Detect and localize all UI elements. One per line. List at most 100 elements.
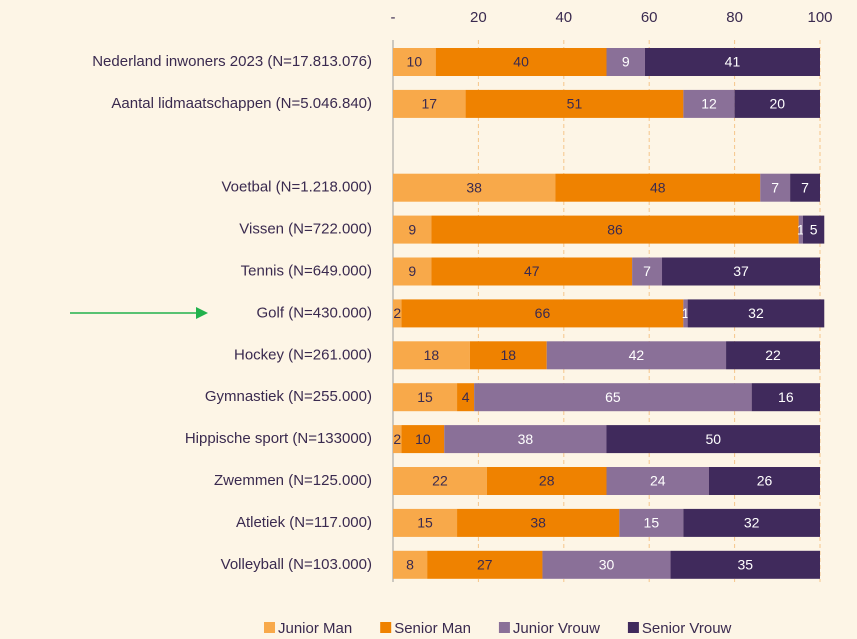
value-label: 18 xyxy=(424,347,440,363)
value-label: 30 xyxy=(599,557,615,573)
bar-segment xyxy=(683,508,820,537)
bar-segment xyxy=(632,257,663,286)
y-tick-label: Golf (N=430.000) xyxy=(257,304,372,321)
bar-segment xyxy=(474,383,752,412)
value-label: 20 xyxy=(770,96,786,112)
value-label: 7 xyxy=(643,263,651,279)
bar-segment xyxy=(393,508,458,537)
bar-segment xyxy=(393,299,402,328)
value-label: 16 xyxy=(778,389,794,405)
value-label: 35 xyxy=(737,557,753,573)
bar-segment xyxy=(435,48,607,76)
x-tick-label: 40 xyxy=(555,9,572,26)
x-tick-label: 80 xyxy=(726,9,743,26)
legend-swatch xyxy=(498,622,510,633)
value-label: 51 xyxy=(567,96,583,112)
value-label: 7 xyxy=(771,179,779,195)
bar-segment xyxy=(393,467,487,495)
legend-label: Junior Vrouw xyxy=(513,620,600,637)
bar-segment xyxy=(726,341,820,370)
value-label: 10 xyxy=(407,54,423,70)
value-label: 65 xyxy=(605,389,621,405)
bar-segment xyxy=(431,257,633,286)
bar-segment xyxy=(606,48,645,76)
y-tick-label: Voetbal (N=1.218.000) xyxy=(221,179,372,196)
bar-segment xyxy=(457,508,620,537)
y-tick-label: Aantal lidmaatschappen (N=5.046.840) xyxy=(111,95,372,112)
bar-segment xyxy=(546,341,727,370)
bar-segment xyxy=(393,89,466,118)
value-label: 32 xyxy=(748,305,764,321)
y-tick-label: Hippische sport (N=133000) xyxy=(185,430,372,447)
bar-segment xyxy=(393,257,432,286)
value-label: 37 xyxy=(733,263,749,279)
value-label: 40 xyxy=(513,54,529,70)
bar-segment xyxy=(802,215,825,244)
x-tick-label: - xyxy=(391,9,396,26)
value-label: 26 xyxy=(757,473,773,489)
value-label: 5 xyxy=(810,221,818,237)
bar-segment xyxy=(401,299,684,328)
value-label: 66 xyxy=(535,305,551,321)
bar-segment xyxy=(457,383,475,412)
bar-segment xyxy=(542,550,671,579)
bar-segment xyxy=(431,215,799,244)
value-label: 22 xyxy=(432,473,448,489)
bar-segment xyxy=(751,383,820,412)
bar-segment xyxy=(798,215,803,244)
legend-swatch xyxy=(627,622,639,633)
value-label: 24 xyxy=(650,473,666,489)
bar-segment xyxy=(469,341,547,370)
bar-segment xyxy=(486,467,607,495)
bar-segment xyxy=(670,550,820,579)
bar-segment xyxy=(760,173,791,202)
legend-label: Senior Vrouw xyxy=(642,620,732,637)
value-label: 50 xyxy=(705,431,721,447)
y-tick-label: Atletiek (N=117.000) xyxy=(236,514,372,531)
value-label: 12 xyxy=(701,96,717,112)
value-label: 38 xyxy=(518,431,534,447)
bar-segment xyxy=(393,425,402,454)
y-tick-label: Nederland inwoners 2023 (N=17.813.076) xyxy=(92,53,372,70)
legend-label: Junior Man xyxy=(278,620,352,637)
legend-swatch xyxy=(380,622,392,633)
legend-label: Senior Man xyxy=(394,620,471,637)
value-label: 15 xyxy=(417,389,433,405)
value-label: 8 xyxy=(406,557,414,573)
bar-segment xyxy=(683,89,735,118)
value-label: 86 xyxy=(607,221,623,237)
value-label: 7 xyxy=(801,179,809,195)
value-label: 47 xyxy=(524,263,540,279)
bar-segment xyxy=(687,299,825,328)
value-label: 4 xyxy=(462,389,470,405)
value-label: 22 xyxy=(765,347,781,363)
value-label: 9 xyxy=(408,221,416,237)
bar-segment xyxy=(427,550,543,579)
value-label: 2 xyxy=(393,431,401,447)
bar-segment xyxy=(444,425,607,454)
bar-segment xyxy=(465,89,684,118)
y-tick-label: Zwemmen (N=125.000) xyxy=(214,472,372,489)
value-label: 1 xyxy=(797,221,805,237)
bar-segment xyxy=(401,425,445,454)
value-label: 38 xyxy=(530,515,546,531)
value-label: 9 xyxy=(622,54,630,70)
bar-segment xyxy=(606,425,820,454)
y-tick-label: Tennis (N=649.000) xyxy=(241,262,372,279)
legend-swatch xyxy=(264,622,275,633)
bar-segment xyxy=(790,173,820,202)
bar-segment xyxy=(708,467,820,495)
bar-segment xyxy=(662,257,820,286)
value-label: 41 xyxy=(725,54,741,70)
bar-segment xyxy=(393,215,432,244)
value-label: 38 xyxy=(466,179,482,195)
y-tick-label: Gymnastiek (N=255.000) xyxy=(205,388,372,405)
bar-segment xyxy=(619,508,684,537)
arrow-head xyxy=(196,307,208,319)
value-label: 15 xyxy=(417,515,433,531)
value-label: 42 xyxy=(629,347,645,363)
bar-segment xyxy=(393,550,428,579)
y-tick-label: Vissen (N=722.000) xyxy=(239,221,372,238)
value-label: 48 xyxy=(650,179,666,195)
y-tick-label: Volleyball (N=103.000) xyxy=(221,556,372,573)
